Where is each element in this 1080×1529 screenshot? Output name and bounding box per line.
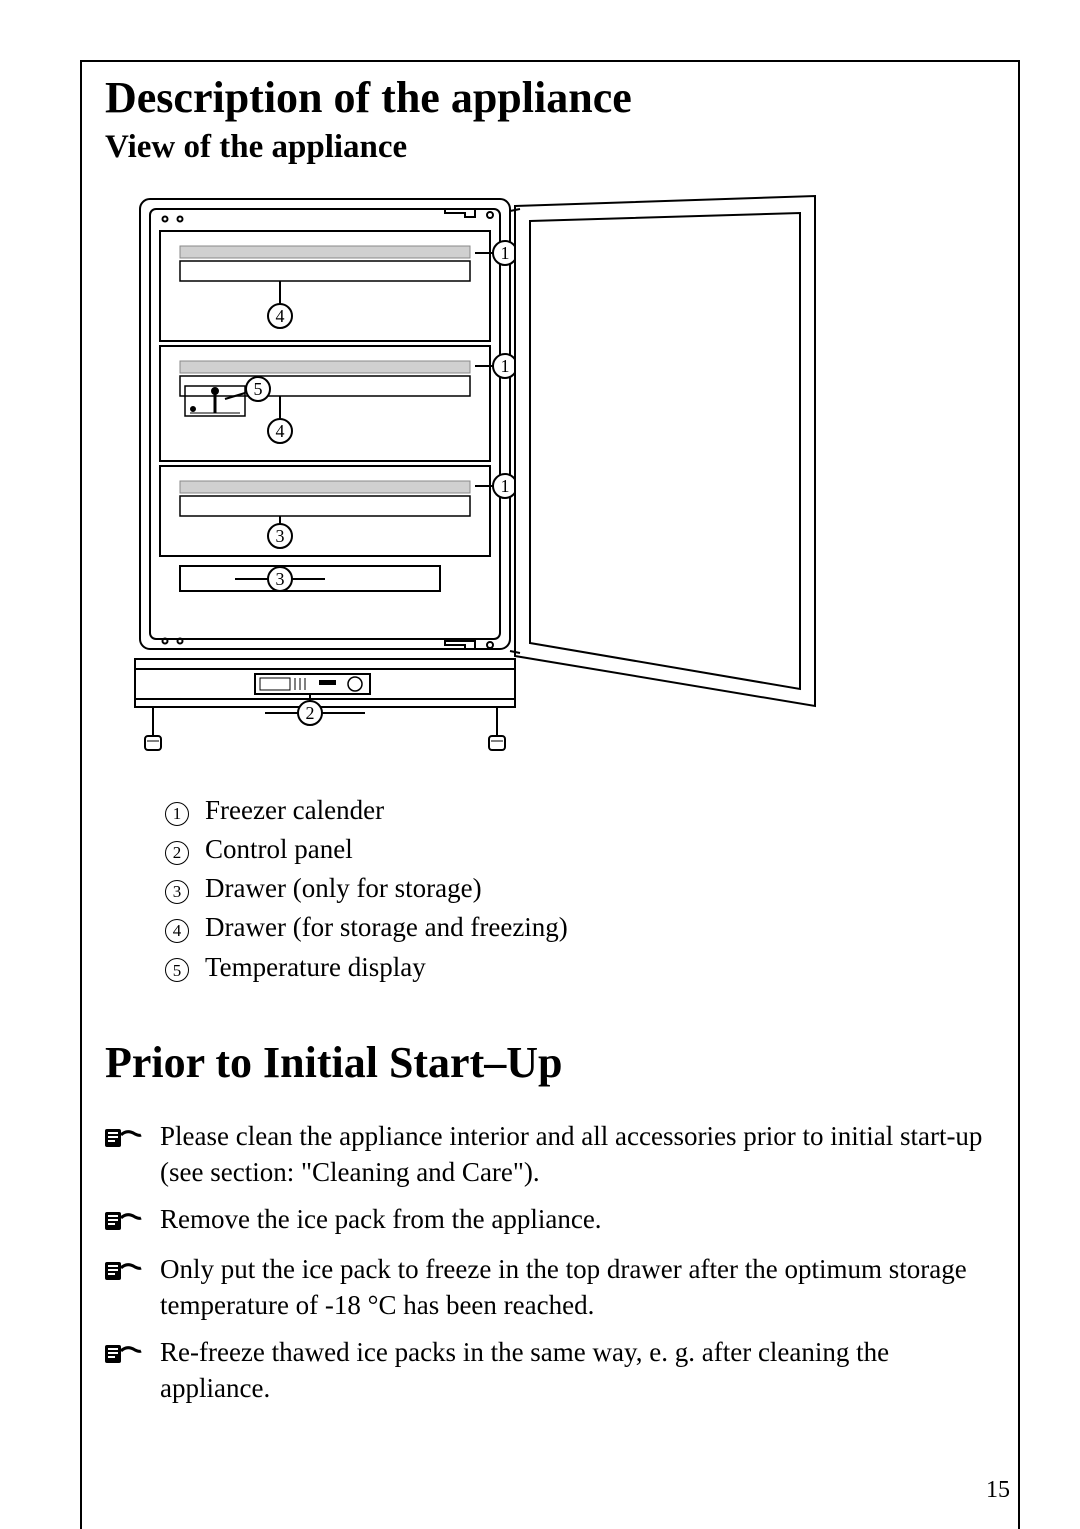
instruction-text-1: Please clean the appliance interior and … xyxy=(160,1118,995,1191)
heading-prior-startup: Prior to Initial Start–Up xyxy=(105,1037,995,1088)
callout-3b: 3 xyxy=(276,569,285,589)
note-icon xyxy=(105,1334,160,1407)
legend-text-3: Drawer (only for storage) xyxy=(205,869,995,908)
legend-num-5: 5 xyxy=(165,958,189,982)
callout-2: 2 xyxy=(306,703,315,723)
legend-num-1: 1 xyxy=(165,802,189,826)
legend-item: 2 Control panel xyxy=(165,830,995,869)
subheading-view: View of the appliance xyxy=(105,129,995,166)
instruction-text-3: Only put the ice pack to freeze in the t… xyxy=(160,1251,995,1324)
note-icon xyxy=(105,1251,160,1324)
legend-num-2: 2 xyxy=(165,841,189,865)
legend-item: 5 Temperature display xyxy=(165,948,995,987)
legend-text-2: Control panel xyxy=(205,830,995,869)
legend-num-3: 3 xyxy=(165,880,189,904)
legend-item: 3 Drawer (only for storage) xyxy=(165,869,995,908)
page: Description of the appliance View of the… xyxy=(0,0,1080,1529)
legend-text-1: Freezer calender xyxy=(205,791,995,830)
legend-list: 1 Freezer calender 2 Control panel 3 Dra… xyxy=(165,791,995,987)
legend-text-4: Drawer (for storage and freezing) xyxy=(205,908,995,947)
callout-4b: 4 xyxy=(276,421,285,441)
appliance-diagram: 1 4 1 5 4 1 3 3 2 xyxy=(125,191,995,761)
instruction-text-2: Remove the ice pack from the appliance. xyxy=(160,1201,995,1241)
instruction-text-4: Re-freeze thawed ice packs in the same w… xyxy=(160,1334,995,1407)
legend-num-4: 4 xyxy=(165,919,189,943)
callout-1b: 1 xyxy=(501,356,510,376)
heading-description: Description of the appliance xyxy=(105,72,995,123)
content-area: Description of the appliance View of the… xyxy=(105,72,995,1417)
note-icon xyxy=(105,1201,160,1241)
callout-4a: 4 xyxy=(276,306,285,326)
callout-1c: 1 xyxy=(501,476,510,496)
instruction-item: Re-freeze thawed ice packs in the same w… xyxy=(105,1334,995,1407)
callout-3a: 3 xyxy=(276,526,285,546)
legend-item: 1 Freezer calender xyxy=(165,791,995,830)
instruction-item: Remove the ice pack from the appliance. xyxy=(105,1201,995,1241)
appliance-svg: 1 4 1 5 4 1 3 3 2 xyxy=(125,191,845,761)
instruction-item: Please clean the appliance interior and … xyxy=(105,1118,995,1191)
legend-item: 4 Drawer (for storage and freezing) xyxy=(165,908,995,947)
instructions-list: Please clean the appliance interior and … xyxy=(105,1118,995,1407)
callout-1a: 1 xyxy=(501,243,510,263)
callout-5: 5 xyxy=(254,379,263,399)
note-icon xyxy=(105,1118,160,1191)
instruction-item: Only put the ice pack to freeze in the t… xyxy=(105,1251,995,1324)
legend-text-5: Temperature display xyxy=(205,948,995,987)
page-number: 15 xyxy=(986,1477,1010,1504)
